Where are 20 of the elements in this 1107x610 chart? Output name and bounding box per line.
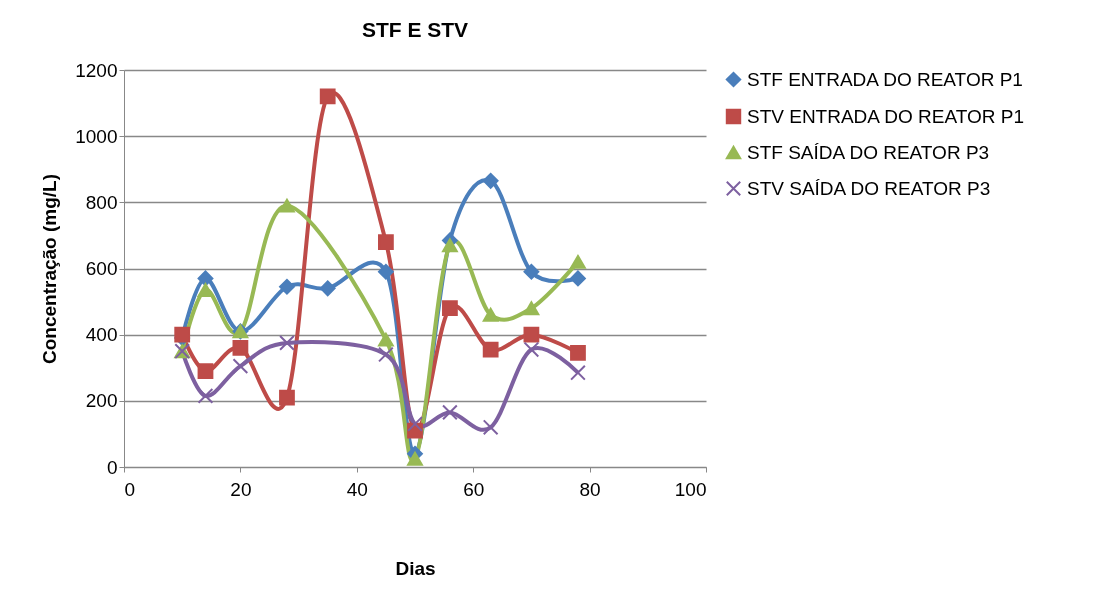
x-tick-label: 60 — [463, 478, 485, 500]
y-tick-label: 800 — [85, 191, 118, 213]
y-tick-label: 400 — [85, 324, 118, 346]
x-axis-title: Dias — [395, 557, 436, 579]
legend-label: STV ENTRADA DO REATOR P1 — [747, 105, 1024, 127]
legend-label: STF ENTRADA DO REATOR P1 — [747, 68, 1023, 90]
y-axis-title: Concentração (mg/L) — [39, 173, 61, 365]
x-tick-label: 20 — [230, 478, 252, 500]
y-tick-label: 0 — [106, 456, 118, 478]
y-tick-label: 1200 — [75, 59, 118, 81]
y-tick-label: 600 — [85, 258, 118, 279]
x-tick-label: 40 — [346, 478, 368, 500]
y-tick-label: 200 — [85, 390, 118, 412]
x-tick-label: 0 — [124, 478, 136, 500]
x-tick-label: 100 — [674, 478, 707, 500]
chart-title: STF E STV — [361, 18, 469, 41]
legend-label: STV SAÍDA DO REATOR P3 — [747, 177, 991, 199]
legend-label: STF SAÍDA DO REATOR P3 — [747, 141, 990, 163]
x-tick-label: 80 — [579, 478, 601, 500]
y-tick-label: 1000 — [75, 125, 118, 147]
